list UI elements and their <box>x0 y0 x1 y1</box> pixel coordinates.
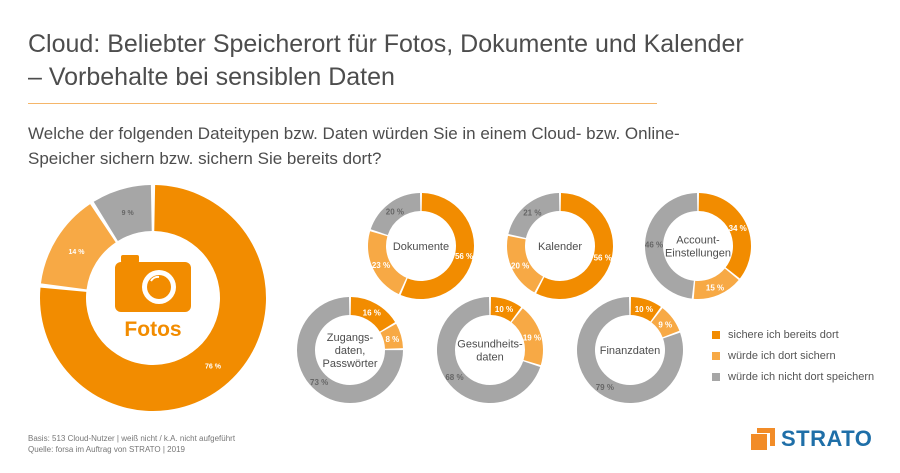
donut-label-finanzdaten: Finanzdaten <box>600 345 661 357</box>
strato-logo-mark <box>751 428 775 450</box>
data-label-zugangsdaten-passwörter-would: 8 % <box>385 335 399 344</box>
data-label-gesundheitsdaten-already: 10 % <box>495 305 513 314</box>
data-label-account-einstellungen-would: 15 % <box>706 283 724 292</box>
donut-zugangsdaten-passwörter: 16 % 8 % 73 % Zugangs-daten, Passwörter <box>297 297 403 404</box>
donut-slice-dokumente-not <box>370 193 421 235</box>
legend-swatch-would <box>712 352 720 360</box>
donut-slice-dokumente-would <box>368 231 407 295</box>
donut-slice-kalender-not <box>508 193 560 239</box>
donut-slice-fotos-would <box>40 204 116 290</box>
donut-gesundheitsdaten: 10 % 19 % 68 % Gesundheits-daten <box>437 297 543 404</box>
donut-slice-finanzdaten-not <box>577 297 684 403</box>
strato-logo-text: STRATO <box>781 426 873 451</box>
donut-slice-zugangsdaten-passwörter-already <box>350 297 396 332</box>
data-label-fotos-not: 9 % <box>122 210 135 217</box>
donut-kalender: 56 % 20 % 21 % Kalender <box>506 193 614 299</box>
donut-slice-account-einstellungen-not <box>645 193 698 299</box>
donut-label-account-einstellungen: Account-Einstellungen <box>665 235 731 260</box>
donut-account-einstellungen: 34 % 15 % 46 % Account-Einstellungen <box>645 193 752 299</box>
legend-item-not: würde ich nicht dort speichern <box>712 370 882 384</box>
donut-slice-dokumente-already <box>400 193 474 299</box>
data-label-finanzdaten-already: 10 % <box>635 305 653 314</box>
data-label-dokumente-already: 56 % <box>455 252 473 261</box>
camera-icon <box>115 255 191 312</box>
data-label-account-einstellungen-not: 46 % <box>645 241 663 250</box>
legend-swatch-already <box>712 331 720 339</box>
donut-label-dokumente: Dokumente <box>393 241 449 253</box>
donut-slice-zugangsdaten-passwörter-would <box>380 323 403 349</box>
legend-swatch-not <box>712 373 720 381</box>
data-label-zugangsdaten-passwörter-not: 73 % <box>310 378 328 387</box>
title-divider <box>28 103 657 104</box>
donut-slice-account-einstellungen-already <box>698 193 752 279</box>
footer-basis: Basis: 513 Cloud-Nutzer | weiß nicht / k… <box>28 434 236 443</box>
donut-label-zugangsdaten-passwörter: Zugangs-daten, Passwörter <box>322 332 377 370</box>
donut-slice-gesundheitsdaten-already <box>490 297 522 322</box>
data-label-kalender-would: 20 % <box>511 261 529 270</box>
donut-dokumente: 56 % 23 % 20 % Dokumente <box>368 193 474 299</box>
donut-slice-gesundheitsdaten-not <box>437 297 541 404</box>
donut-finanzdaten: 10 % 9 % 79 % Finanzdaten <box>577 297 684 403</box>
legend-item-would: würde ich dort sichern <box>712 349 882 363</box>
data-label-gesundheitsdaten-not: 68 % <box>445 373 463 382</box>
donut-slice-fotos-not <box>93 185 152 241</box>
donut-slice-finanzdaten-already <box>630 297 661 322</box>
data-label-zugangsdaten-passwörter-already: 16 % <box>363 309 381 318</box>
donut-slice-finanzdaten-would <box>651 308 680 338</box>
data-label-kalender-already: 56 % <box>594 253 612 262</box>
donut-slice-zugangsdaten-passwörter-not <box>297 297 403 404</box>
donut-slice-account-einstellungen-would <box>693 268 739 299</box>
donut-label-kalender: Kalender <box>538 241 582 253</box>
footer-source: Quelle: forsa im Auftrag von STRATO | 20… <box>28 445 185 454</box>
chart-legend: sichere ich bereits dort würde ich dort … <box>712 328 882 391</box>
data-label-kalender-not: 21 % <box>523 209 541 218</box>
donut-fotos: 76 % 14 % 9 % Fotos <box>39 185 266 411</box>
data-label-finanzdaten-not: 79 % <box>596 383 614 392</box>
donut-label-fotos: Fotos <box>124 318 181 341</box>
donut-label-gesundheitsdaten: Gesundheits-daten <box>457 339 523 364</box>
legend-label-would: würde ich dort sichern <box>728 350 836 362</box>
legend-label-not: würde ich nicht dort speichern <box>728 371 875 383</box>
page-title: Cloud: Beliebter Speicherort für Fotos, … <box>28 30 744 91</box>
survey-question: Welche der folgenden Dateitypen bzw. Dat… <box>28 124 680 168</box>
data-label-fotos-would: 14 % <box>69 249 86 256</box>
data-label-fotos-already: 76 % <box>205 364 222 371</box>
strato-logo: STRATO <box>751 426 872 452</box>
donut-slice-kalender-already <box>536 193 614 299</box>
donut-slice-gesundheitsdaten-would <box>511 308 543 366</box>
data-label-gesundheitsdaten-would: 19 % <box>523 334 541 343</box>
data-label-dokumente-not: 20 % <box>386 207 404 216</box>
donut-slice-fotos-already <box>39 185 266 411</box>
data-label-account-einstellungen-already: 34 % <box>729 224 747 233</box>
legend-item-already: sichere ich bereits dort <box>712 328 882 342</box>
donut-slice-kalender-would <box>506 235 544 293</box>
footer-notes: Basis: 513 Cloud-Nutzer | weiß nicht / k… <box>28 433 235 455</box>
data-label-dokumente-would: 23 % <box>372 261 390 270</box>
legend-label-already: sichere ich bereits dort <box>728 329 839 341</box>
data-label-finanzdaten-would: 9 % <box>658 321 672 330</box>
